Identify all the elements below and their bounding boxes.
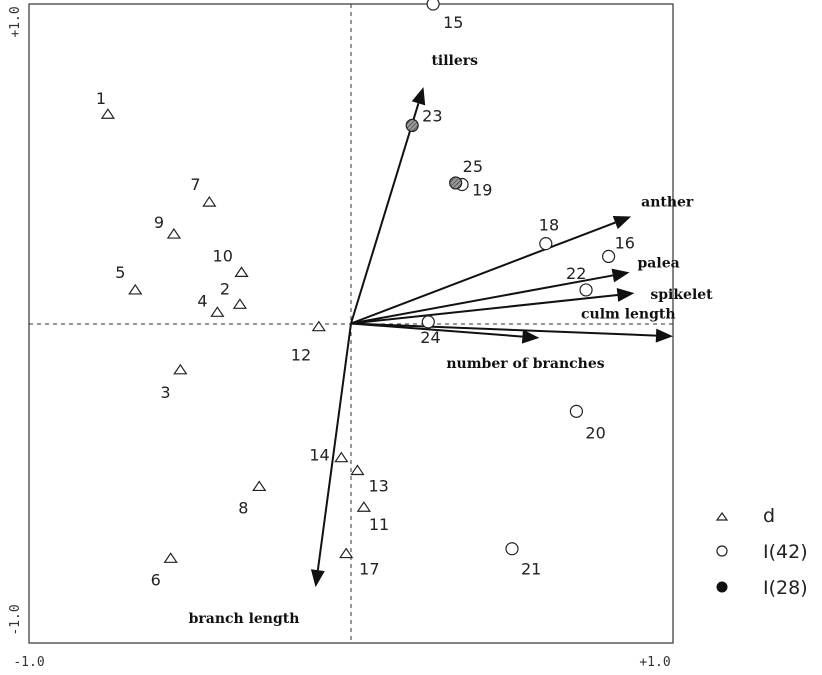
point-label-21: 21 bbox=[521, 560, 541, 579]
arrowhead-culm-length bbox=[655, 328, 673, 343]
legend-label-d: d bbox=[763, 505, 775, 527]
point-label-15: 15 bbox=[443, 13, 463, 32]
point-4 bbox=[210, 306, 225, 317]
x-tick-max: +1.0 bbox=[639, 655, 670, 670]
point-16 bbox=[601, 249, 616, 264]
point-10 bbox=[234, 266, 249, 277]
vector-label-branch-length: branch length bbox=[189, 611, 300, 627]
point-label-4: 4 bbox=[197, 291, 207, 310]
point-label-18: 18 bbox=[539, 216, 559, 235]
legend-triangle-icon bbox=[715, 511, 729, 521]
point-label-16: 16 bbox=[615, 233, 635, 252]
vector-number-of-branches bbox=[350, 322, 523, 338]
legend-label-i28: I(28) bbox=[763, 577, 808, 599]
arrowhead-spikelet bbox=[616, 287, 635, 302]
vector-tillers bbox=[350, 103, 420, 324]
vector-palea bbox=[350, 274, 613, 325]
arrowhead-anther bbox=[612, 215, 632, 230]
x-tick-min: -1.0 bbox=[13, 655, 44, 670]
point-6 bbox=[163, 552, 178, 563]
point-13 bbox=[350, 464, 365, 476]
point-label-11: 11 bbox=[369, 515, 389, 534]
vector-spikelet bbox=[350, 293, 618, 325]
legend-label-i42: I(42) bbox=[763, 541, 808, 563]
y-tick-min: -1.0 bbox=[8, 604, 23, 635]
point-label-14: 14 bbox=[309, 446, 329, 465]
point-22 bbox=[579, 283, 593, 297]
vector-culm-length bbox=[350, 322, 657, 337]
arrowhead-branch-length bbox=[310, 569, 325, 588]
point-3 bbox=[173, 363, 188, 375]
point-label-8: 8 bbox=[238, 498, 248, 517]
vector-branch-length bbox=[316, 323, 352, 571]
point-label-20: 20 bbox=[585, 423, 605, 442]
point-14 bbox=[334, 451, 349, 463]
point-label-22: 22 bbox=[566, 264, 586, 283]
legend: d I(42) I(28) bbox=[715, 505, 808, 599]
vector-label-tillers: tillers bbox=[431, 53, 478, 69]
point-12 bbox=[311, 320, 326, 332]
point-label-25: 25 bbox=[463, 157, 483, 176]
loading-vectors: tillers anther palea spikelet culm length num… bbox=[189, 53, 714, 627]
arrowhead-tillers bbox=[411, 87, 426, 106]
point-label-13: 13 bbox=[368, 476, 388, 495]
point-label-6: 6 bbox=[151, 570, 161, 589]
point-17 bbox=[339, 547, 354, 559]
point-label-23: 23 bbox=[422, 106, 442, 125]
vector-label-palea: palea bbox=[638, 255, 680, 271]
vector-label-anther: anther bbox=[641, 194, 694, 210]
point-1 bbox=[100, 108, 116, 119]
point-24 bbox=[421, 315, 435, 329]
point-label-10: 10 bbox=[213, 246, 233, 265]
point-label-2: 2 bbox=[220, 279, 230, 298]
point-18 bbox=[539, 237, 553, 251]
point-9 bbox=[166, 227, 182, 239]
point-15 bbox=[426, 0, 440, 11]
point-label-5: 5 bbox=[115, 263, 125, 282]
legend-open-circle-icon bbox=[716, 545, 728, 557]
sample-points: 1234567891011121314171516181920212224232… bbox=[96, 0, 635, 589]
point-23 bbox=[405, 118, 419, 133]
vector-label-culm-length: culm length bbox=[581, 306, 676, 322]
point-11 bbox=[356, 501, 372, 512]
point-label-24: 24 bbox=[420, 328, 440, 347]
point-2 bbox=[232, 298, 248, 309]
arrowhead-palea bbox=[611, 268, 630, 283]
point-label-7: 7 bbox=[190, 175, 200, 194]
point-20 bbox=[569, 404, 584, 418]
y-tick-max: +1.0 bbox=[8, 6, 23, 37]
point-label-3: 3 bbox=[160, 383, 170, 402]
point-5 bbox=[128, 283, 143, 295]
point-label-1: 1 bbox=[96, 89, 106, 108]
vector-label-spikelet: spikelet bbox=[650, 287, 713, 303]
arrowhead-number-of-branches bbox=[521, 329, 540, 344]
point-label-12: 12 bbox=[291, 346, 311, 365]
point-21 bbox=[505, 542, 519, 556]
point-8 bbox=[252, 480, 267, 492]
vector-label-number-of-branches: number of branches bbox=[446, 356, 604, 372]
legend-filled-circle-icon bbox=[716, 581, 728, 593]
point-label-19: 19 bbox=[472, 181, 492, 200]
vector-anther bbox=[350, 221, 616, 325]
point-25 bbox=[449, 176, 463, 190]
point-7 bbox=[202, 196, 217, 207]
point-label-9: 9 bbox=[154, 213, 164, 232]
point-label-17: 17 bbox=[359, 560, 379, 579]
